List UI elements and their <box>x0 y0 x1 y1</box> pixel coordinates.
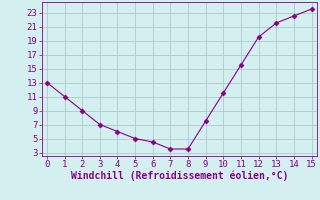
X-axis label: Windchill (Refroidissement éolien,°C): Windchill (Refroidissement éolien,°C) <box>70 171 288 181</box>
